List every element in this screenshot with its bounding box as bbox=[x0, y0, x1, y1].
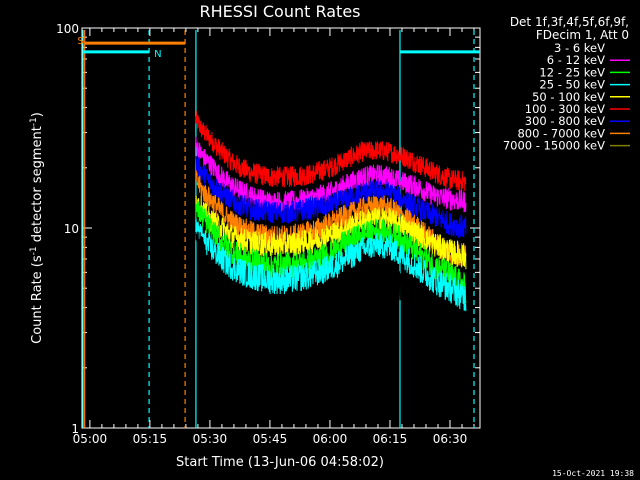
legend-entry-label: 100 - 300 keV bbox=[525, 102, 605, 116]
x-tick-label: 05:15 bbox=[133, 432, 168, 446]
legend-entry-label: 3 - 6 keV bbox=[554, 41, 605, 55]
legend-entry-label: 12 - 25 keV bbox=[539, 65, 605, 79]
legend-entry-label: 50 - 100 keV bbox=[532, 90, 605, 104]
x-tick-label: 05:00 bbox=[73, 432, 108, 446]
x-tick-label: 06:30 bbox=[433, 432, 468, 446]
legend-header-line-2: FDecim 1, Att 0 bbox=[536, 28, 629, 42]
axis-ticks bbox=[82, 27, 480, 429]
y-axis-label: Count Rate (s-1 detector segment-1) bbox=[29, 112, 45, 344]
x-tick-labels: 05:00 05:15 05:30 05:45 06:00 06:15 06:30 bbox=[73, 432, 468, 446]
count-rate-series bbox=[195, 110, 467, 367]
x-tick-label: 06:00 bbox=[313, 432, 348, 446]
legend: Det 1f,3f,4f,5f,6f,9f, FDecim 1, Att 0 3… bbox=[503, 15, 630, 153]
x-tick-label: 05:30 bbox=[193, 432, 228, 446]
y-tick-label: 10 bbox=[64, 222, 79, 236]
legend-header-line-1: Det 1f,3f,4f,5f,6f,9f, bbox=[510, 15, 629, 29]
flag-label: N bbox=[154, 49, 161, 60]
generated-timestamp: 15-Oct-2021 19:38 bbox=[552, 469, 634, 478]
legend-entry-label: 800 - 7000 keV bbox=[517, 126, 605, 140]
y-tick-label: 1 bbox=[71, 422, 79, 436]
y-tick-labels: 1 10 100 bbox=[56, 22, 79, 436]
series-line bbox=[195, 110, 467, 192]
y-tick-label: 100 bbox=[56, 22, 79, 36]
series-line bbox=[195, 195, 467, 270]
series-line bbox=[195, 219, 467, 312]
series-line bbox=[195, 231, 467, 367]
x-tick-label: 06:15 bbox=[373, 432, 408, 446]
series-line bbox=[195, 136, 467, 215]
x-axis-label: Start Time (13-Jun-06 04:58:02) bbox=[176, 455, 384, 470]
chart-title: RHESSI Count Rates bbox=[200, 2, 361, 21]
legend-entry-label: 7000 - 15000 keV bbox=[503, 139, 605, 153]
legend-entry-label: 25 - 50 keV bbox=[539, 78, 605, 92]
series-line bbox=[195, 156, 467, 238]
legend-entry-label: 6 - 12 keV bbox=[547, 53, 605, 67]
flag-label: S bbox=[77, 36, 83, 47]
legend-entry-label: 300 - 800 keV bbox=[525, 114, 605, 128]
x-tick-label: 05:45 bbox=[253, 432, 288, 446]
